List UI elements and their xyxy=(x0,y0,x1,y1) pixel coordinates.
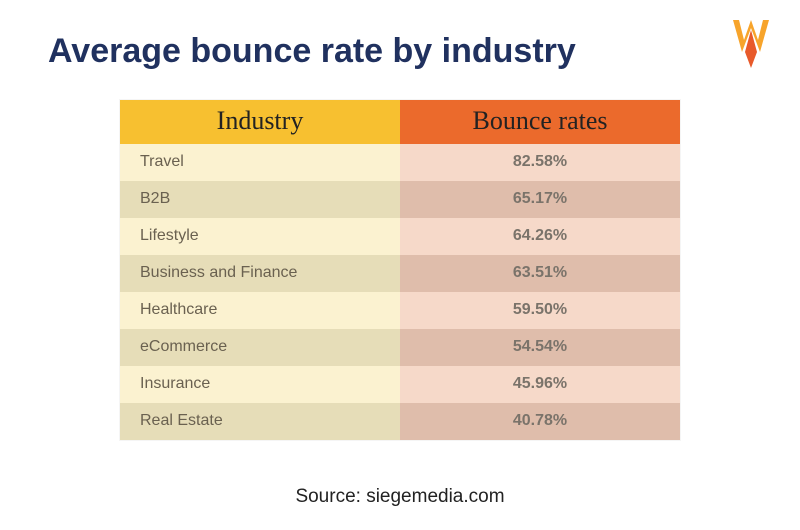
source-credit: Source: siegemedia.com xyxy=(0,486,800,508)
cell-industry: Business and Finance xyxy=(120,255,400,292)
table-row: Healthcare59.50% xyxy=(120,292,680,329)
cell-industry: B2B xyxy=(120,181,400,218)
table-row: Business and Finance63.51% xyxy=(120,255,680,292)
table-row: Real Estate40.78% xyxy=(120,403,680,440)
page-title: Average bounce rate by industry xyxy=(48,32,576,71)
col-header-industry: Industry xyxy=(120,100,400,144)
cell-bounce-rate: 64.26% xyxy=(400,218,680,255)
table-header-row: Industry Bounce rates xyxy=(120,100,680,144)
cell-bounce-rate: 40.78% xyxy=(400,403,680,440)
cell-industry: Insurance xyxy=(120,366,400,403)
cell-industry: Lifestyle xyxy=(120,218,400,255)
cell-bounce-rate: 65.17% xyxy=(400,181,680,218)
cell-bounce-rate: 59.50% xyxy=(400,292,680,329)
cell-bounce-rate: 63.51% xyxy=(400,255,680,292)
table-row: Lifestyle64.26% xyxy=(120,218,680,255)
table-row: eCommerce54.54% xyxy=(120,329,680,366)
table-row: B2B65.17% xyxy=(120,181,680,218)
cell-bounce-rate: 45.96% xyxy=(400,366,680,403)
bounce-rate-table: Industry Bounce rates Travel82.58%B2B65.… xyxy=(120,100,680,440)
table-row: Travel82.58% xyxy=(120,144,680,181)
cell-bounce-rate: 82.58% xyxy=(400,144,680,181)
cell-industry: Real Estate xyxy=(120,403,400,440)
col-header-bounce-rates: Bounce rates xyxy=(400,100,680,144)
cell-industry: Healthcare xyxy=(120,292,400,329)
cell-bounce-rate: 54.54% xyxy=(400,329,680,366)
table-row: Insurance45.96% xyxy=(120,366,680,403)
table-body: Travel82.58%B2B65.17%Lifestyle64.26%Busi… xyxy=(120,144,680,440)
cell-industry: eCommerce xyxy=(120,329,400,366)
brand-logo xyxy=(730,18,772,75)
cell-industry: Travel xyxy=(120,144,400,181)
